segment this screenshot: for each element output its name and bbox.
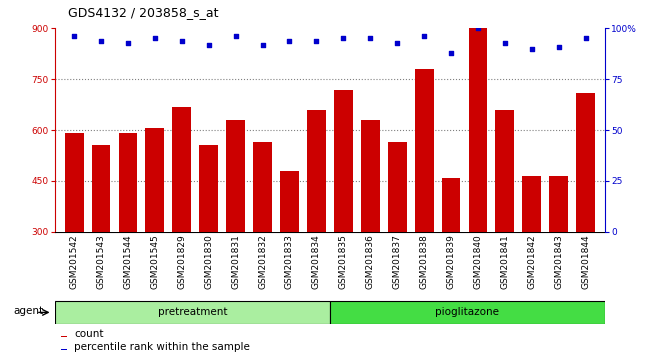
Point [365, 36, 376, 41]
Text: GSM201542: GSM201542 [70, 234, 79, 289]
Point [526, 46, 537, 52]
Text: pioglitazone: pioglitazone [436, 307, 499, 318]
Bar [388, 142, 407, 333]
Text: GSM201834: GSM201834 [312, 234, 321, 289]
Bar [60, 336, 68, 337]
Point [257, 42, 268, 47]
Bar [118, 133, 137, 333]
Point [150, 36, 160, 41]
Bar [60, 349, 68, 350]
Text: GSM201842: GSM201842 [527, 234, 536, 289]
Bar [307, 110, 326, 333]
Point [203, 42, 214, 47]
Text: GSM201833: GSM201833 [285, 234, 294, 289]
Text: count: count [75, 329, 104, 338]
Bar [549, 176, 568, 333]
Text: GSM201832: GSM201832 [258, 234, 267, 289]
Point [96, 38, 106, 44]
Point [231, 34, 241, 39]
Bar [330, 301, 604, 324]
Bar [361, 120, 380, 333]
Text: GSM201835: GSM201835 [339, 234, 348, 289]
Text: percentile rank within the sample: percentile rank within the sample [75, 342, 250, 352]
Bar [577, 93, 595, 333]
Bar [55, 301, 330, 324]
Text: GDS4132 / 203858_s_at: GDS4132 / 203858_s_at [68, 6, 219, 19]
Text: agent: agent [14, 306, 44, 316]
Point [392, 40, 402, 45]
Text: GSM201840: GSM201840 [473, 234, 482, 289]
Bar [226, 120, 245, 333]
Text: GSM201544: GSM201544 [124, 234, 133, 289]
Text: GSM201829: GSM201829 [177, 234, 187, 289]
Point [69, 34, 79, 39]
Text: GSM201839: GSM201839 [447, 234, 456, 289]
Point [419, 34, 429, 39]
Bar [253, 142, 272, 333]
Text: GSM201837: GSM201837 [393, 234, 402, 289]
Bar [200, 145, 218, 333]
Bar [146, 129, 164, 333]
Point [554, 44, 564, 50]
Point [123, 40, 133, 45]
Point [177, 38, 187, 44]
Bar [415, 69, 434, 333]
Point [338, 36, 348, 41]
Text: GSM201831: GSM201831 [231, 234, 240, 289]
Text: GSM201843: GSM201843 [554, 234, 564, 289]
Text: GSM201545: GSM201545 [150, 234, 159, 289]
Point [284, 38, 294, 44]
Point [473, 25, 483, 31]
Point [446, 50, 456, 56]
Bar [469, 28, 488, 333]
Bar [334, 90, 353, 333]
Bar [92, 145, 110, 333]
Text: GSM201844: GSM201844 [581, 234, 590, 289]
Bar [64, 133, 83, 333]
Bar [280, 171, 299, 333]
Bar [172, 107, 191, 333]
Text: GSM201841: GSM201841 [500, 234, 510, 289]
Text: GSM201838: GSM201838 [420, 234, 428, 289]
Text: GSM201836: GSM201836 [366, 234, 375, 289]
Point [311, 38, 322, 44]
Point [500, 40, 510, 45]
Bar [523, 176, 541, 333]
Text: GSM201830: GSM201830 [204, 234, 213, 289]
Point [580, 36, 591, 41]
Bar [441, 178, 460, 333]
Text: pretreatment: pretreatment [158, 307, 227, 318]
Text: GSM201543: GSM201543 [96, 234, 105, 289]
Bar [495, 110, 514, 333]
